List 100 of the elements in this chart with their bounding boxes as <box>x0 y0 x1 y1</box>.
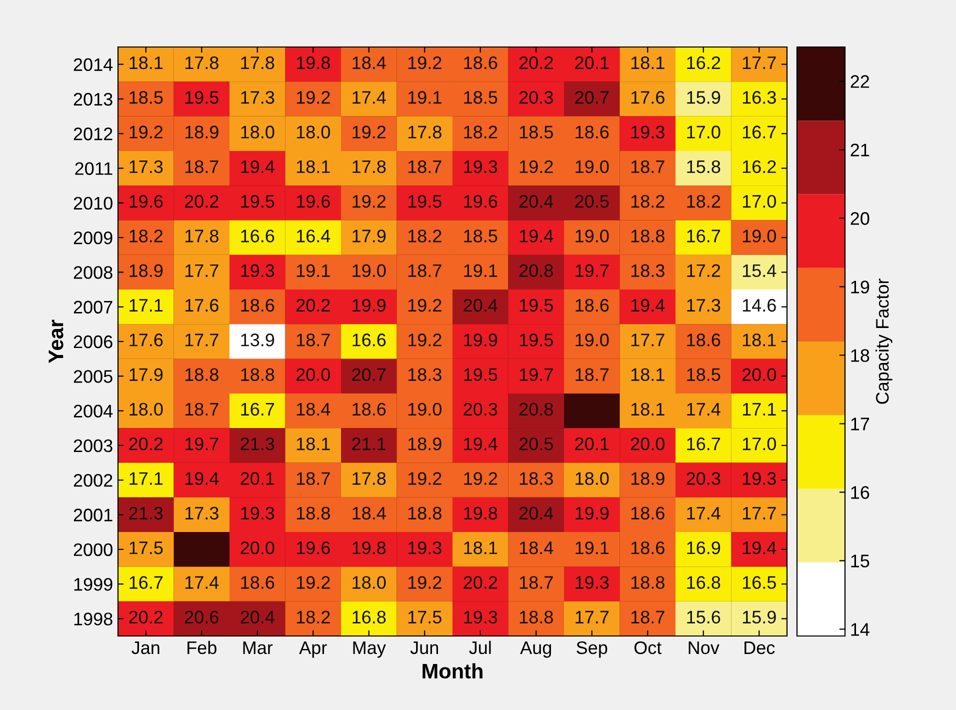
data-label: 19.6 <box>296 194 330 208</box>
data-label: 16.8 <box>352 610 386 624</box>
data-label: 19.7 <box>576 264 609 278</box>
data-label: 18.2 <box>130 230 163 242</box>
data-label: 19.8 <box>296 56 330 70</box>
data-label: 20.3 <box>464 402 498 416</box>
data-label: 17.3 <box>241 91 274 104</box>
data-label: 19.2 <box>296 576 330 589</box>
data-label: 18.1 <box>130 56 163 70</box>
data-label: 19.5 <box>241 194 274 208</box>
data-label: 18.0 <box>130 402 163 416</box>
data-label: 19.1 <box>576 541 609 554</box>
data-label: 20.1 <box>575 56 609 70</box>
data-label: 16.7 <box>687 230 720 242</box>
x-tick-label: Nov <box>688 642 720 654</box>
y-tick-label: 2007 <box>74 300 112 314</box>
data-label: 19.2 <box>464 472 498 485</box>
y-tick-label: 2010 <box>74 196 112 210</box>
data-label: 19.2 <box>408 298 442 312</box>
data-label: 19.6 <box>464 194 498 208</box>
data-label: 17.7 <box>185 334 218 346</box>
data-label: 15.8 <box>687 160 720 174</box>
data-label: 17.1 <box>130 299 163 312</box>
data-label: 17.8 <box>352 472 386 485</box>
data-label: 17.1 <box>130 472 163 485</box>
data-label: 19.3 <box>631 126 664 138</box>
data-label: 18.3 <box>520 472 553 485</box>
data-label: 19.3 <box>464 160 498 174</box>
data-label: 18.8 <box>631 230 664 242</box>
data-label: 21.3 <box>129 506 163 520</box>
data-label: 19.2 <box>352 194 386 208</box>
data-label: 19.0 <box>576 334 609 346</box>
data-label: 19.8 <box>352 541 386 554</box>
data-label: 19.0 <box>576 230 609 242</box>
data-label: 18.2 <box>408 230 442 242</box>
data-label: 19.4 <box>742 541 776 554</box>
data-label: 19.2 <box>130 126 163 138</box>
y-tick-label: 2009 <box>74 231 112 244</box>
data-label: 19.9 <box>576 506 609 520</box>
data-label: 18.3 <box>631 264 664 278</box>
data-label: 18.7 <box>185 402 218 416</box>
data-label: 19.2 <box>520 160 553 174</box>
data-label: 19.1 <box>408 91 442 104</box>
data-label: 16.6 <box>241 230 274 242</box>
x-tick-label: Jul <box>469 640 491 654</box>
data-label: 18.6 <box>241 576 274 589</box>
data-label: 19.2 <box>296 91 330 104</box>
data-label: 18.6 <box>241 298 274 312</box>
data-label: 17.7 <box>631 334 664 346</box>
x-tick-label: Feb <box>188 640 216 654</box>
y-axis-title: Year <box>48 320 64 364</box>
data-label: 18.0 <box>576 472 609 485</box>
x-tick-label: Aug <box>520 642 552 658</box>
data-label: 19.3 <box>576 576 609 589</box>
data-label: 18.4 <box>520 541 554 554</box>
data-label: 17.5 <box>408 610 442 624</box>
data-label: 17.8 <box>408 126 442 138</box>
data-label: 17.3 <box>185 506 218 520</box>
data-label: 18.7 <box>408 264 442 278</box>
y-tick-label: 2004 <box>74 404 113 418</box>
data-label: 19.2 <box>352 126 386 138</box>
data-label: 15.4 <box>742 264 776 278</box>
data-label: 16.7 <box>687 438 720 450</box>
data-label: 19.6 <box>296 541 330 554</box>
data-label: 19.5 <box>408 194 442 208</box>
color-bar-label: 16 <box>851 486 870 499</box>
data-label: 16.7 <box>130 576 163 589</box>
data-label: 19.2 <box>408 334 442 346</box>
y-tick-label: 2011 <box>75 162 112 175</box>
data-label: 19.4 <box>520 230 554 242</box>
data-label: 19.8 <box>464 506 498 520</box>
data-label: 19.1 <box>464 264 498 278</box>
data-label: 16.8 <box>687 576 720 589</box>
data-label: 17.7 <box>576 610 609 624</box>
data-label: 17.4 <box>687 403 720 416</box>
data-label: 20.5 <box>575 194 609 208</box>
data-label: 19.5 <box>185 91 218 104</box>
data-label: 18.1 <box>631 56 664 70</box>
color-bar-label: 18 <box>851 349 870 362</box>
data-label: 18.5 <box>520 126 553 138</box>
data-label: 17.0 <box>687 126 720 138</box>
y-tick-label: 2005 <box>74 370 112 383</box>
data-label: 19.0 <box>576 160 609 174</box>
data-label: 18.4 <box>296 402 330 416</box>
data-label: 17.5 <box>130 542 163 554</box>
data-label: 19.2 <box>408 472 442 485</box>
data-label: 17.4 <box>687 506 720 520</box>
data-label: 18.1 <box>631 368 664 381</box>
color-bar-title: Capacity Factor <box>876 278 892 404</box>
data-label: 16.3 <box>742 91 776 104</box>
data-label: 17.6 <box>185 298 218 312</box>
data-label: 18.5 <box>464 230 498 242</box>
data-label: 20.0 <box>296 368 330 381</box>
color-bar-label: 19 <box>851 280 870 294</box>
y-tick-label: 2013 <box>74 92 112 106</box>
data-label: 17.9 <box>352 230 386 242</box>
data-label: 20.2 <box>296 298 330 312</box>
data-label: 20.2 <box>464 576 498 589</box>
data-label: 17.7 <box>742 506 776 520</box>
data-label: 18.8 <box>520 610 553 624</box>
